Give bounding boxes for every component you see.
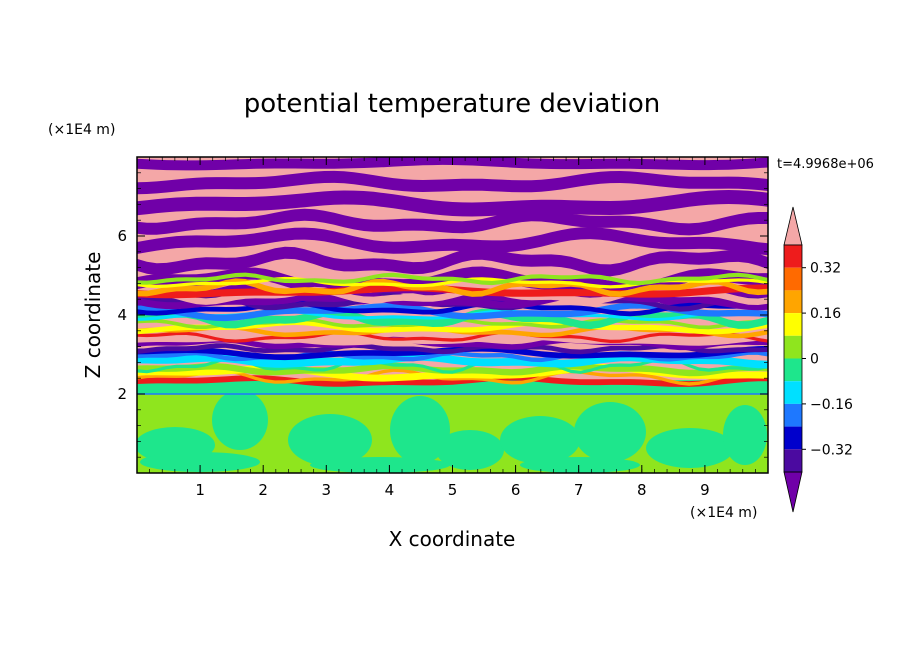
upper-band [137, 246, 768, 277]
colorbar: 0.32 0.16 0 −0.16 −0.32 [783, 206, 853, 513]
colorbar-segment [784, 245, 802, 268]
x-tick-label: 4 [385, 481, 395, 499]
lower-blob [310, 457, 450, 473]
x-tick-label: 6 [511, 481, 521, 499]
x-tick-label: 2 [258, 481, 268, 499]
lower-blob [520, 457, 640, 473]
colorbar-segment [784, 426, 802, 450]
turbulent-streak [137, 356, 768, 374]
colorbar-segment [784, 449, 802, 472]
x-axis-label: X coordinate [389, 527, 516, 551]
colorbar-segment [784, 313, 802, 336]
upper-band [137, 170, 768, 195]
colorbar-extend-low [783, 471, 803, 513]
colorbar-segment [784, 267, 802, 291]
y-unit-label: (×1E4 m) [48, 122, 115, 138]
turbulent-streak [137, 278, 768, 297]
x-axis: 1 2 3 4 5 6 7 8 9 [149, 157, 769, 499]
x-tick-label: 7 [574, 481, 584, 499]
lower-blob [436, 430, 504, 470]
chart-title: potential temperature deviation [244, 89, 660, 119]
colorbar-segment [784, 335, 802, 359]
y-tick-label: 2 [117, 385, 127, 403]
lower-blob [390, 396, 450, 464]
turbulent-streak [137, 343, 768, 355]
x-tick-label: 5 [448, 481, 458, 499]
upper-band [137, 227, 768, 256]
colorbar-segment [784, 403, 802, 427]
lower-blob [212, 390, 268, 450]
y-tick-label: 6 [117, 227, 127, 245]
lower-blob [723, 405, 767, 465]
turbulent-streak [137, 374, 768, 387]
colorbar-segment [784, 358, 802, 382]
x-tick-label: 8 [637, 481, 647, 499]
x-tick-label: 9 [700, 481, 710, 499]
lower-blob [646, 428, 734, 468]
x-unit-label: (×1E4 m) [690, 505, 757, 521]
lower-blob [288, 414, 372, 466]
turbulent-streak [137, 330, 768, 343]
colorbar-tick-label: 0.32 [810, 261, 841, 277]
x-tick-label: 1 [195, 481, 205, 499]
colorbar-extend-high [783, 206, 803, 246]
y-axis: 2 4 6 [117, 172, 768, 458]
turbulent-streak [137, 319, 768, 335]
y-tick-label: 4 [117, 306, 127, 324]
turbulent-streak [137, 302, 768, 322]
upper-band [137, 208, 768, 236]
lower-blob [140, 452, 260, 472]
lower-blob [500, 416, 580, 464]
turbulent-streak [137, 308, 768, 330]
colorbar-tick-label: 0.16 [810, 306, 841, 322]
turbulent-streak [137, 368, 768, 386]
colorbar-tick-label: 0 [810, 352, 819, 368]
turbulent-streak [137, 345, 768, 361]
upper-band [137, 190, 768, 217]
colorbar-tick-label: −0.16 [810, 397, 853, 413]
colorbar-segment [784, 381, 802, 404]
colorbar-tick-label: −0.32 [810, 442, 853, 458]
plot-area [137, 157, 768, 473]
y-axis-label: Z coordinate [81, 252, 105, 379]
colorbar-segment [784, 290, 802, 314]
x-tick-label: 3 [322, 481, 332, 499]
lower-blob [574, 402, 646, 462]
time-label: t=4.9968e+06 [777, 157, 874, 172]
turbulent-streak [137, 272, 768, 286]
contour-field [137, 157, 768, 473]
